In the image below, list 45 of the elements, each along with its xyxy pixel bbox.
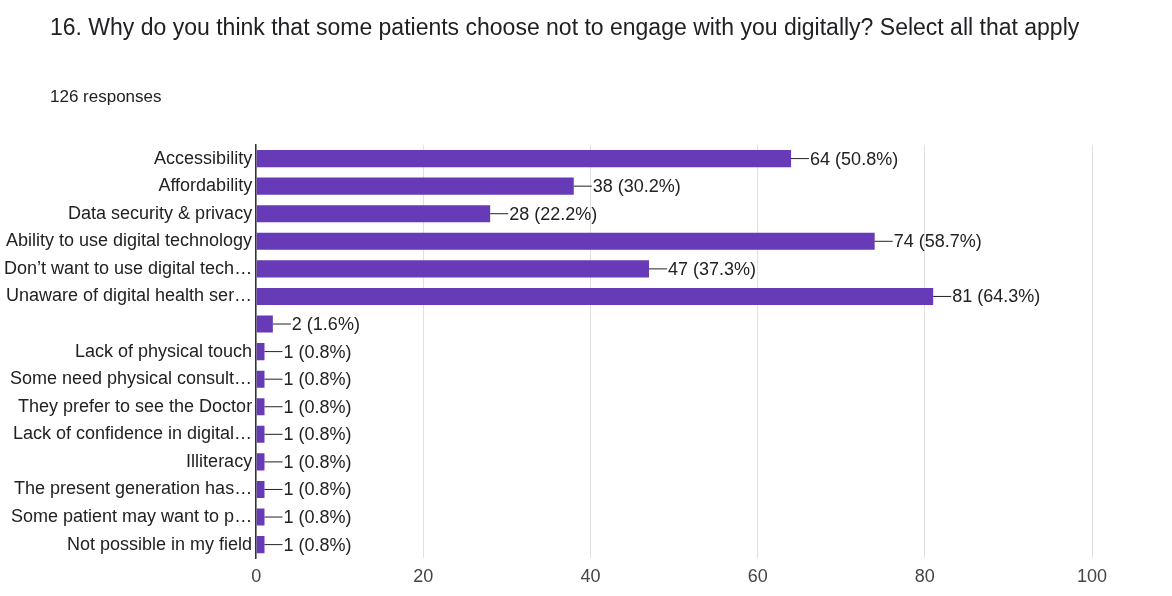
data-label: 1 (0.8%) — [283, 396, 352, 417]
data-label: 38 (30.2%) — [592, 176, 681, 197]
bar — [256, 508, 265, 526]
data-label: 2 (1.6%) — [291, 314, 360, 334]
data-label: 74 (58.7%) — [893, 231, 982, 252]
data-label: 1 (0.8%) — [283, 534, 352, 555]
x-tick-label: 40 — [580, 566, 601, 587]
data-label: 1 (0.8%) — [283, 479, 352, 500]
y-tick-label: Affordability — [158, 175, 253, 196]
y-tick-label: Don’t want to use digital tech… — [3, 257, 253, 278]
data-label: 47 (37.3%) — [667, 258, 757, 279]
y-tick-label: Not possible in my field — [67, 533, 253, 554]
x-tick-label: 0 — [251, 566, 262, 587]
x-tick-label: 20 — [413, 566, 434, 587]
y-tick-label: Some patient may want to p… — [11, 506, 253, 527]
data-label: 1 (0.8%) — [283, 507, 352, 528]
bar — [256, 315, 273, 333]
y-tick-label: Illiteracy — [186, 450, 253, 471]
bar — [256, 287, 934, 305]
y-tick-label: Ability to use digital technology — [5, 230, 253, 251]
y-tick-label: They prefer to see the Doctor — [18, 395, 253, 416]
y-tick-label: Lack of physical touch — [75, 340, 253, 361]
x-tick-label: 100 — [1076, 566, 1108, 587]
y-tick-label: Data security & privacy — [68, 202, 253, 223]
data-label: 64 (50.8%) — [810, 148, 899, 169]
data-label: 1 (0.8%) — [283, 341, 352, 362]
y-tick-label: Lack of confidence in digital… — [12, 423, 253, 444]
bar — [256, 232, 875, 250]
bar — [256, 150, 792, 168]
y-tick-label: Some need physical consult… — [9, 368, 253, 389]
data-label: 1 (0.8%) — [283, 424, 352, 445]
x-tick-label: 60 — [747, 566, 768, 587]
data-label: 1 (0.8%) — [283, 369, 352, 390]
bar — [256, 260, 649, 278]
y-tick-label: Accessibility — [154, 147, 253, 168]
x-tick-label: 80 — [914, 566, 935, 587]
data-label: 81 (64.3%) — [952, 286, 1041, 307]
text: 126 responses — [50, 87, 162, 107]
bar — [256, 205, 491, 223]
y-tick-label: The present generation has… — [13, 478, 253, 499]
data-label: 1 (0.8%) — [283, 451, 352, 472]
bar — [256, 177, 574, 195]
chart-title: 16. Why do you think that some patients choose not to engage with you digitally? Select all that apply — [50, 13, 1081, 42]
y-tick-label: Unaware of digital health ser… — [5, 285, 253, 306]
data-label: 28 (22.2%) — [509, 203, 598, 224]
